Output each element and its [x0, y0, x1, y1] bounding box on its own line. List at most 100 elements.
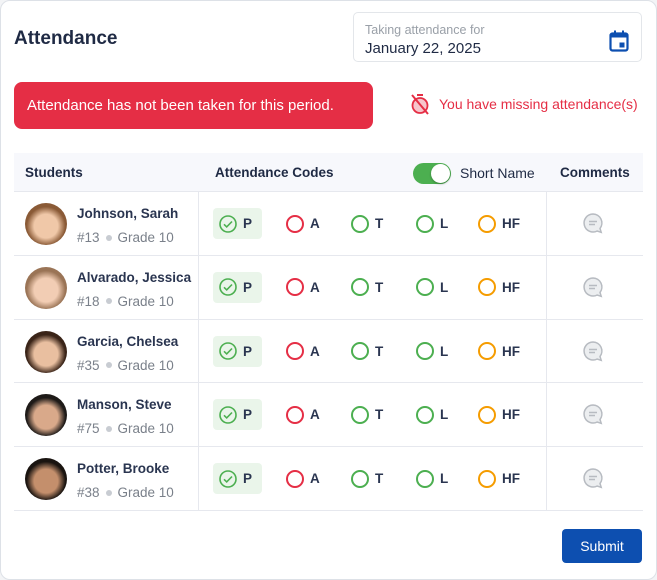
code-option-a[interactable]: A	[286, 399, 320, 430]
code-label: P	[243, 216, 253, 231]
student-grade: Grade 10	[117, 421, 174, 437]
student-name: Potter, Brooke	[77, 461, 170, 477]
radio-circle-icon	[351, 405, 369, 424]
avatar	[25, 266, 67, 309]
code-option-l[interactable]: L	[416, 208, 448, 239]
code-option-hf[interactable]: HF	[478, 399, 520, 430]
code-label: T	[375, 216, 384, 231]
comment-icon[interactable]	[582, 467, 604, 489]
code-option-p[interactable]: P	[213, 208, 263, 239]
code-option-a[interactable]: A	[286, 272, 320, 303]
radio-circle-icon	[286, 405, 304, 424]
attendance-table: Students Attendance Codes Short Name Com…	[14, 153, 643, 511]
avatar	[25, 330, 67, 373]
code-label: L	[440, 471, 449, 487]
calendar-icon[interactable]	[609, 30, 629, 52]
student-name: Johnson, Sarah	[77, 206, 179, 221]
comment-icon[interactable]	[582, 212, 604, 234]
table-row: Manson, Steve #75 Grade 10 P A T L HF	[14, 383, 643, 448]
student-grade: Grade 10	[117, 293, 174, 309]
radio-circle-icon	[286, 469, 304, 488]
radio-circle-icon	[478, 405, 496, 424]
comment-icon[interactable]	[582, 403, 604, 425]
code-label: T	[375, 279, 384, 295]
code-option-p[interactable]: P	[213, 335, 263, 367]
table-row: Alvarado, Jessica #18 Grade 10 P A T L HF	[14, 256, 643, 320]
radio-circle-icon	[416, 278, 434, 297]
header-students: Students	[25, 165, 83, 180]
code-label: HF	[502, 407, 520, 423]
radio-circle-icon	[351, 278, 369, 297]
comment-icon[interactable]	[582, 276, 604, 298]
student-id: #75	[77, 421, 100, 437]
student-id: #13	[77, 230, 100, 245]
page-title: Attendance	[14, 28, 118, 49]
code-label: A	[310, 216, 320, 231]
student-meta: #75 Grade 10	[77, 421, 174, 436]
avatar	[25, 203, 67, 245]
code-label: T	[375, 407, 384, 423]
date-picker[interactable]: Taking attendance for January 22, 2025	[353, 12, 642, 62]
code-option-t[interactable]: T	[351, 272, 383, 303]
code-option-l[interactable]: L	[416, 399, 448, 430]
radio-circle-icon	[416, 214, 434, 233]
code-label: P	[243, 471, 253, 487]
radio-circle-icon	[351, 214, 369, 233]
code-label: T	[375, 471, 384, 487]
code-label: A	[310, 279, 320, 295]
column-divider	[198, 153, 199, 511]
radio-circle-icon	[416, 469, 434, 488]
separator-dot	[105, 425, 112, 432]
separator-dot	[105, 298, 112, 305]
code-option-hf[interactable]: HF	[478, 463, 520, 494]
student-name: Manson, Steve	[77, 397, 172, 413]
radio-circle-icon	[478, 214, 496, 233]
code-option-t[interactable]: T	[351, 208, 383, 239]
radio-circle-icon	[351, 342, 369, 361]
code-label: HF	[502, 343, 520, 359]
short-name-toggle[interactable]	[413, 163, 451, 184]
code-option-t[interactable]: T	[351, 336, 383, 367]
code-label: L	[440, 407, 449, 423]
code-option-hf[interactable]: HF	[478, 208, 520, 239]
student-grade: Grade 10	[117, 485, 174, 501]
code-label: A	[310, 343, 320, 359]
student-id: #38	[77, 485, 100, 501]
header-codes: Attendance Codes	[215, 165, 334, 180]
avatar	[25, 458, 67, 501]
attendance-alert: Attendance has not been taken for this p…	[14, 82, 373, 129]
code-option-p[interactable]: P	[213, 271, 263, 303]
code-option-hf[interactable]: HF	[478, 336, 520, 367]
table-row: Garcia, Chelsea #35 Grade 10 P A T L HF	[14, 320, 643, 384]
table-row: Johnson, Sarah #13 Grade 10 P A T L HF	[14, 192, 643, 256]
check-circle-icon	[219, 278, 237, 297]
code-label: P	[243, 407, 253, 423]
code-option-p[interactable]: P	[213, 399, 263, 431]
student-grade: Grade 10	[117, 357, 174, 373]
code-option-a[interactable]: A	[286, 208, 320, 239]
comment-icon[interactable]	[582, 340, 604, 362]
radio-circle-icon	[351, 469, 369, 488]
table-header: Students Attendance Codes Short Name Com…	[14, 153, 643, 192]
code-option-l[interactable]: L	[416, 272, 448, 303]
student-grade: Grade 10	[117, 230, 174, 245]
code-label: HF	[502, 279, 520, 295]
code-option-a[interactable]: A	[286, 463, 320, 494]
radio-circle-icon	[478, 278, 496, 297]
code-option-a[interactable]: A	[286, 336, 320, 367]
submit-button[interactable]: Submit	[562, 529, 642, 563]
timer-off-icon	[411, 94, 429, 115]
code-option-t[interactable]: T	[351, 399, 383, 430]
code-label: L	[440, 343, 449, 359]
student-meta: #35 Grade 10	[77, 358, 174, 373]
student-id: #18	[77, 293, 100, 309]
code-option-t[interactable]: T	[351, 463, 383, 494]
radio-circle-icon	[478, 469, 496, 488]
code-option-l[interactable]: L	[416, 463, 448, 494]
code-option-p[interactable]: P	[213, 463, 263, 495]
code-option-l[interactable]: L	[416, 336, 448, 367]
radio-circle-icon	[478, 342, 496, 361]
date-label: Taking attendance for	[365, 23, 485, 37]
code-label: L	[440, 279, 449, 295]
code-option-hf[interactable]: HF	[478, 272, 520, 303]
